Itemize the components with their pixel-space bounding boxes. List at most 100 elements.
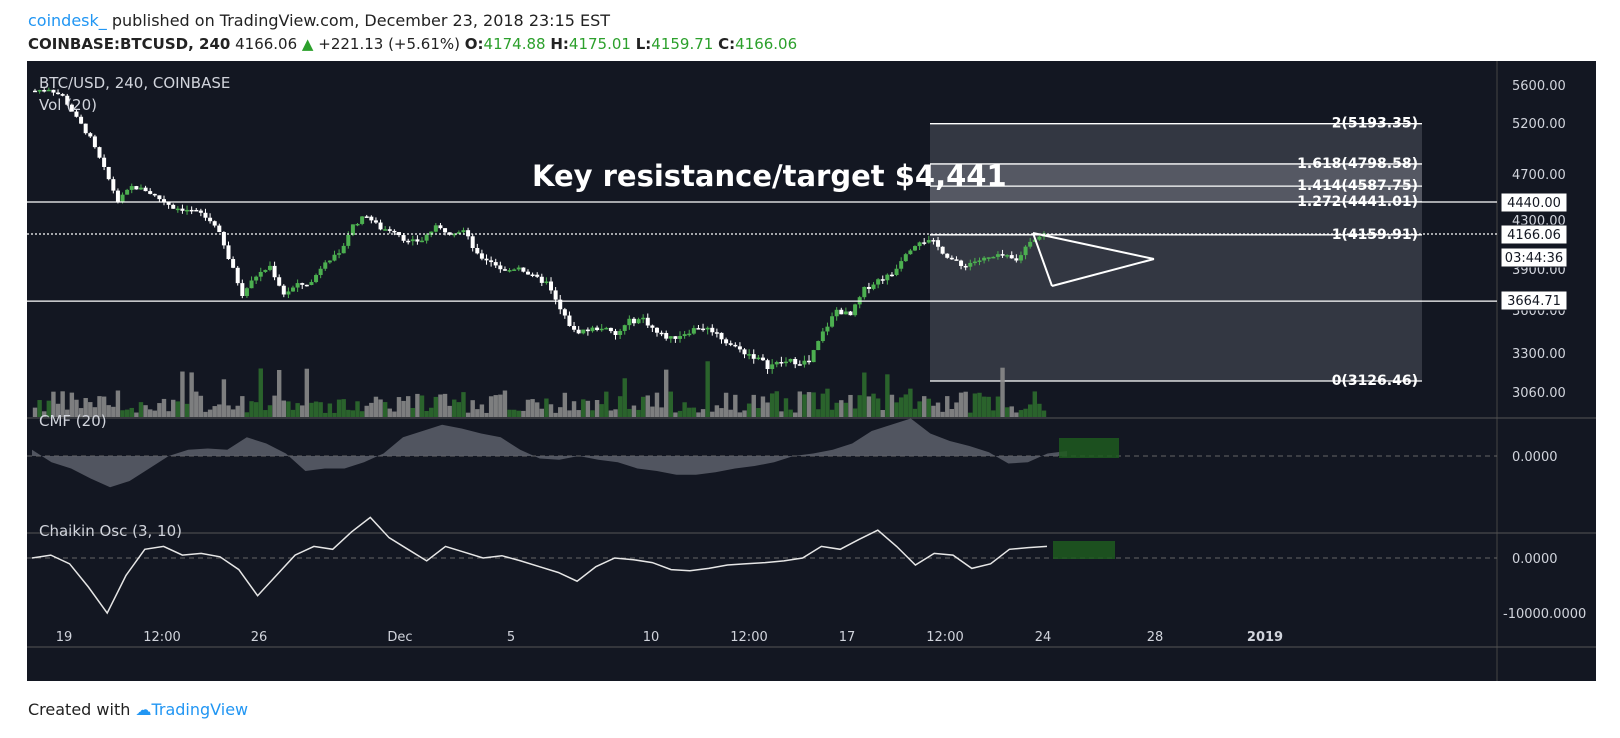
volume-bar	[723, 392, 729, 417]
volume-bar	[673, 412, 678, 417]
triangle-pattern[interactable]	[1032, 232, 1155, 287]
volume-bar	[396, 397, 402, 417]
volume-bar	[576, 410, 581, 417]
candle-body	[254, 276, 259, 281]
volume-bar	[138, 402, 144, 417]
tradingview-logo-icon[interactable]: ☁	[135, 700, 152, 719]
volume-bar	[1009, 406, 1014, 417]
candle-body	[401, 235, 406, 241]
candle-body	[737, 346, 742, 350]
volume-bar	[788, 409, 793, 417]
candle-body	[258, 271, 263, 277]
candle-body	[125, 189, 130, 195]
volume-bar	[912, 408, 918, 417]
author-link[interactable]: coindesk_	[28, 11, 107, 30]
volume-bar	[272, 395, 277, 417]
candle-body	[691, 328, 696, 334]
volume-bar	[654, 392, 660, 417]
chaikin-highlight-box[interactable]	[1053, 541, 1115, 559]
volume-bar	[369, 402, 374, 417]
time-tick-label: 26	[251, 630, 268, 645]
volume-bar	[903, 394, 908, 417]
candle-body	[664, 332, 669, 339]
volume-bar	[37, 400, 42, 417]
price-tag-box	[1500, 224, 1568, 245]
candle-body	[770, 364, 775, 370]
volume-bar	[235, 405, 240, 417]
volume-bar	[424, 410, 429, 417]
candle-body	[788, 358, 793, 362]
candle-body	[83, 123, 88, 134]
price-tick-label: 3060.00	[1512, 386, 1566, 401]
candle-body	[203, 212, 208, 218]
volume-bar	[931, 405, 936, 417]
candle-body	[618, 330, 623, 335]
volume-bar	[548, 404, 554, 417]
candle-body	[378, 222, 383, 230]
volume-bar	[97, 396, 102, 417]
volume-bar	[1018, 410, 1024, 417]
candle-body	[1014, 258, 1019, 261]
candle-body	[576, 329, 581, 334]
volume-bar	[802, 394, 807, 417]
price-tag-box	[1500, 290, 1568, 311]
volume-bar	[783, 398, 789, 417]
price-tag-box	[1500, 247, 1568, 268]
volume-bar	[106, 405, 111, 417]
volume-bar	[779, 411, 784, 417]
candle-body	[263, 269, 268, 272]
volume-bar	[484, 412, 489, 417]
volume-bar	[327, 403, 333, 417]
candle-body	[318, 268, 323, 276]
volume-bar	[88, 402, 93, 417]
fib-level-label: 0(3126.46)	[1332, 373, 1418, 389]
volume-bar	[806, 392, 812, 417]
volume-bar	[1000, 367, 1005, 417]
chart-area[interactable]: 2(5193.35)1.618(4798.58)1.414(4587.75)1.…	[27, 61, 1596, 681]
candle-body	[636, 319, 641, 324]
time-axis[interactable]: 19 12:00 26 Dec 5 10 12:00 17 12:00 24 28 2019	[56, 630, 1283, 645]
volume-bar	[313, 401, 319, 417]
candle-body	[46, 89, 51, 92]
candle-body	[162, 199, 167, 202]
candle-body	[479, 253, 484, 259]
candle-body	[654, 327, 659, 333]
candle-body	[111, 179, 116, 191]
resistance-annotation[interactable]: Key resistance/target $4,441	[532, 159, 1007, 193]
candle-body	[682, 334, 687, 337]
fib-level-label: 1.414(4587.75)	[1297, 178, 1418, 194]
candle-body	[701, 328, 706, 331]
volume-bar	[359, 411, 365, 417]
candle-body	[627, 318, 632, 326]
candle-body	[959, 260, 964, 266]
volume-bar	[212, 406, 217, 417]
volume-bar	[516, 410, 521, 417]
volume-bar	[433, 396, 439, 417]
candle-body	[908, 250, 913, 255]
cmf-highlight-box[interactable]	[1059, 438, 1119, 458]
volume-bar	[710, 411, 715, 417]
candle-body	[853, 304, 858, 316]
candle-body	[189, 209, 194, 212]
price-axis[interactable]	[1497, 61, 1596, 681]
candle-body	[567, 315, 572, 326]
candle-body	[355, 223, 360, 226]
fibonacci-extension[interactable]: 2(5193.35)1.618(4798.58)1.414(4587.75)1.…	[930, 116, 1422, 389]
volume-bar	[940, 411, 945, 417]
volume-bar	[599, 404, 604, 417]
time-tick-label: 12:00	[143, 630, 180, 645]
fib-level-label: 1.618(4798.58)	[1297, 156, 1418, 172]
publish-info: coindesk_ published on TradingView.com, …	[28, 11, 610, 30]
candle-body	[120, 194, 125, 202]
candle-body	[373, 220, 378, 223]
candle-body	[392, 230, 397, 233]
candle-body	[668, 336, 673, 339]
volume-bar	[166, 411, 171, 417]
candle-body	[138, 187, 143, 190]
horizontal-lines[interactable]	[27, 201, 1497, 302]
price-tag-label: 3664.71	[1507, 294, 1561, 309]
candle-body	[360, 216, 365, 224]
tradingview-link[interactable]: TradingView	[151, 700, 249, 719]
volume-bar	[438, 394, 443, 417]
volume-bar	[733, 394, 738, 417]
